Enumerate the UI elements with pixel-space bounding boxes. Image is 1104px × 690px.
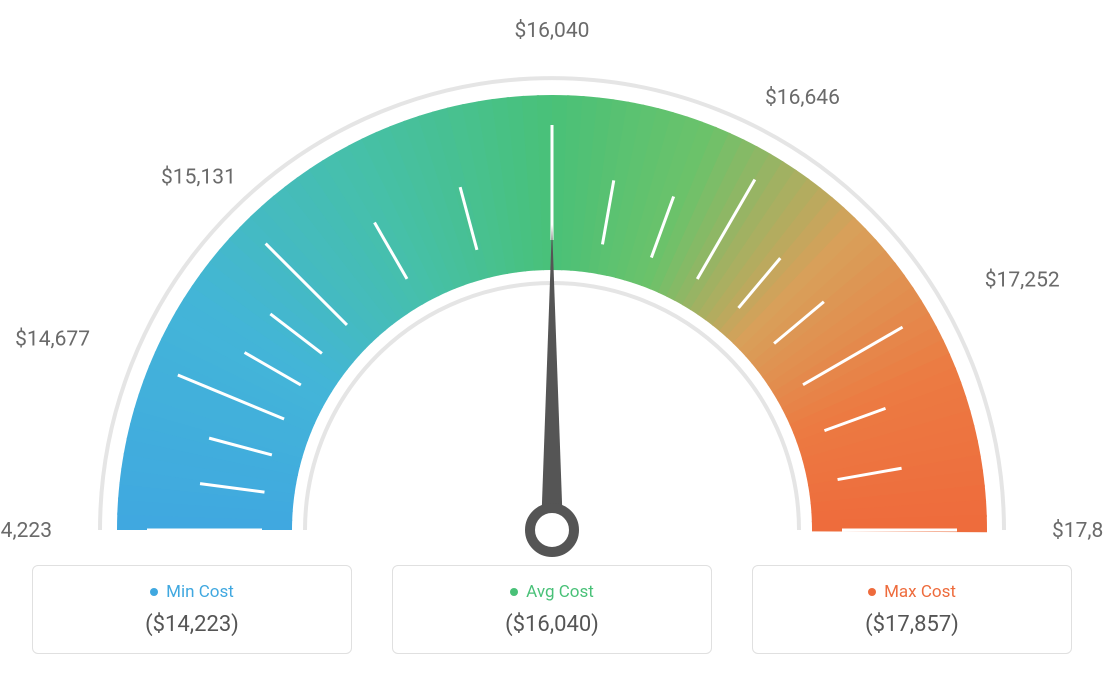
gauge-scale-label: $16,646 (765, 86, 840, 110)
legend-avg-value: ($16,040) (405, 612, 699, 637)
gauge-scale-label: $16,040 (515, 19, 590, 43)
gauge-svg: $14,223 $14,677 $15,131 $16,040 $16,646 $17,2… (0, 0, 1104, 560)
legend-max: Max Cost ($17,857) (752, 565, 1072, 654)
gauge-scale-label: $17,857 (1052, 519, 1104, 543)
dot-icon (868, 588, 876, 596)
gauge-chart: $14,223 $14,677 $15,131 $16,040 $16,646 $17,2… (0, 0, 1104, 560)
legend-min: Min Cost ($14,223) (32, 565, 352, 654)
gauge-scale-label: $14,223 (0, 519, 52, 543)
legend-max-label-text: Max Cost (884, 582, 956, 602)
dot-icon (150, 588, 158, 596)
legend-row: Min Cost ($14,223) Avg Cost ($16,040) Ma… (0, 565, 1104, 654)
gauge-scale-label: $17,252 (985, 269, 1060, 293)
legend-max-label: Max Cost (765, 582, 1059, 602)
legend-max-value: ($17,857) (765, 612, 1059, 637)
legend-avg-label-text: Avg Cost (526, 582, 594, 602)
gauge-scale-label: $15,131 (161, 165, 236, 189)
legend-avg-label: Avg Cost (405, 582, 699, 602)
legend-min-label: Min Cost (45, 582, 339, 602)
gauge-scale-label: $14,677 (15, 328, 90, 352)
dot-icon (510, 588, 518, 596)
legend-avg: Avg Cost ($16,040) (392, 565, 712, 654)
legend-min-value: ($14,223) (45, 612, 339, 637)
legend-min-label-text: Min Cost (166, 582, 234, 602)
